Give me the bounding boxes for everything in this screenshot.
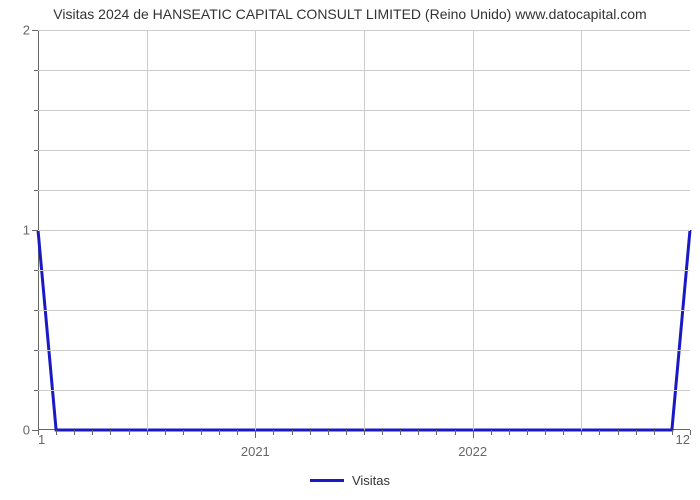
x-tick-label: 2022 xyxy=(458,430,487,459)
x-minor-tick xyxy=(110,430,111,435)
legend-swatch xyxy=(310,479,344,482)
legend-label: Visitas xyxy=(352,473,390,488)
y-tick-label: 0 xyxy=(23,423,38,438)
y-minor-tick xyxy=(34,110,38,111)
x-minor-tick xyxy=(219,430,220,435)
y-minor-tick xyxy=(34,150,38,151)
x-minor-tick xyxy=(672,430,673,435)
x-minor-tick xyxy=(346,430,347,435)
x-minor-tick xyxy=(527,430,528,435)
x-minor-tick xyxy=(183,430,184,435)
x-minor-tick xyxy=(310,430,311,435)
x-minor-tick xyxy=(599,430,600,435)
gridline-vertical xyxy=(364,30,365,430)
x-minor-tick xyxy=(690,430,691,435)
x-minor-tick xyxy=(74,430,75,435)
x-minor-tick xyxy=(273,430,274,435)
y-tick-label: 2 xyxy=(23,23,38,38)
y-minor-tick xyxy=(34,390,38,391)
gridline-vertical xyxy=(473,30,474,430)
y-minor-tick xyxy=(34,270,38,271)
y-minor-tick xyxy=(34,310,38,311)
chart-legend: Visitas xyxy=(0,470,700,488)
y-minor-tick xyxy=(34,190,38,191)
x-minor-tick xyxy=(147,430,148,435)
x-minor-tick xyxy=(328,430,329,435)
x-minor-tick xyxy=(654,430,655,435)
x-tick-label: 2021 xyxy=(241,430,270,459)
x-minor-tick xyxy=(509,430,510,435)
x-minor-tick xyxy=(581,430,582,435)
x-minor-tick xyxy=(545,430,546,435)
y-minor-tick xyxy=(34,350,38,351)
gridline-vertical xyxy=(255,30,256,430)
x-minor-tick xyxy=(636,430,637,435)
visits-chart: Visitas 2024 de HANSEATIC CAPITAL CONSUL… xyxy=(0,0,700,500)
x-minor-tick xyxy=(436,430,437,435)
y-tick-label: 1 xyxy=(23,223,38,238)
x-minor-tick xyxy=(129,430,130,435)
x-minor-tick xyxy=(400,430,401,435)
x-minor-tick xyxy=(201,430,202,435)
x-edge-label-right: 12 xyxy=(676,430,690,447)
gridline-vertical xyxy=(147,30,148,430)
x-minor-tick xyxy=(292,430,293,435)
x-minor-tick xyxy=(455,430,456,435)
x-minor-tick xyxy=(56,430,57,435)
plot-area: 01220212022112 xyxy=(38,30,690,430)
x-minor-tick xyxy=(563,430,564,435)
chart-title: Visitas 2024 de HANSEATIC CAPITAL CONSUL… xyxy=(0,6,700,22)
x-minor-tick xyxy=(165,430,166,435)
gridline-vertical xyxy=(581,30,582,430)
x-minor-tick xyxy=(364,430,365,435)
x-edge-label-left: 1 xyxy=(38,430,45,447)
y-minor-tick xyxy=(34,70,38,71)
x-minor-tick xyxy=(92,430,93,435)
x-minor-tick xyxy=(418,430,419,435)
x-minor-tick xyxy=(237,430,238,435)
x-minor-tick xyxy=(382,430,383,435)
legend-item-visitas: Visitas xyxy=(310,473,390,488)
x-minor-tick xyxy=(491,430,492,435)
x-minor-tick xyxy=(618,430,619,435)
